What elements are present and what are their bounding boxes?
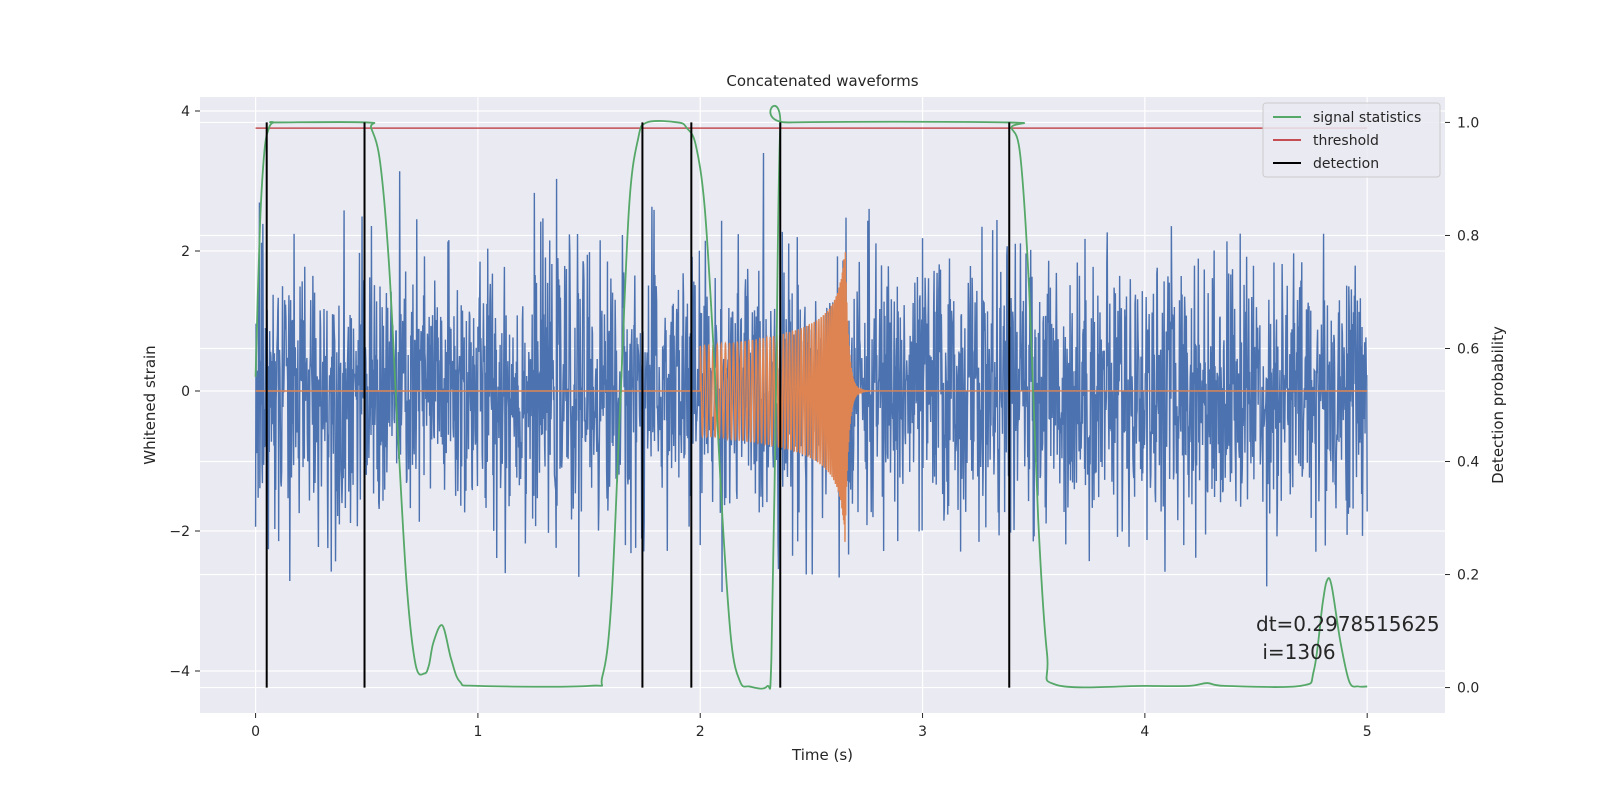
x-tick-label: 3 [918, 724, 927, 740]
y-tick-label: 0 [181, 384, 190, 400]
x-tick-label: 0 [251, 724, 260, 740]
legend-box [1262, 102, 1441, 178]
legend-label-detection: detection [1313, 156, 1379, 172]
y-axis-label: Whitened strain [141, 345, 159, 464]
y-tick-label: 4 [181, 104, 190, 120]
x-tick-label: 5 [1363, 724, 1372, 740]
y2-tick-label: 0.2 [1457, 568, 1479, 584]
y-tick-label: −4 [169, 664, 190, 680]
signal-statistics-line [254, 104, 1368, 690]
y2-tick-label: 1.0 [1457, 115, 1479, 131]
injected-signal-line [255, 252, 1368, 542]
x-axis-label: Time (s) [791, 746, 853, 764]
annotation-dt: dt=0.2978515625 [1256, 612, 1440, 636]
axis-ticks: 0 1 2 3 4 5 −4 −2 0 2 4 0.0 0.2 0.4 0.6 0.8 1.0 [169, 104, 1479, 740]
legend: signal statistics threshold detection [1262, 102, 1441, 178]
chart-title: Concatenated waveforms [726, 72, 918, 90]
y2-tick-label: 0.6 [1457, 341, 1479, 357]
series-signal-statistics [254, 104, 1368, 690]
annotation-index: i=1306 [1256, 640, 1336, 664]
y2-tick-label: 0.0 [1457, 681, 1479, 697]
y2-axis-label: Detection probability [1489, 326, 1507, 484]
legend-label-signal-statistics: signal statistics [1313, 110, 1421, 126]
y2-tick-label: 0.8 [1457, 228, 1479, 244]
series-injected-signal [255, 252, 1368, 542]
y2-tick-label: 0.4 [1457, 455, 1479, 471]
y-tick-label: −2 [169, 524, 190, 540]
legend-label-threshold: threshold [1313, 133, 1379, 149]
x-tick-label: 2 [696, 724, 705, 740]
series-detections [265, 122, 1011, 688]
x-tick-label: 4 [1140, 724, 1149, 740]
x-tick-label: 1 [473, 724, 482, 740]
y-tick-label: 2 [181, 244, 190, 260]
